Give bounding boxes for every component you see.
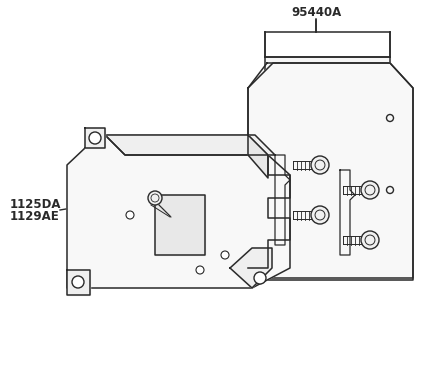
Circle shape <box>196 266 204 274</box>
Polygon shape <box>230 248 272 288</box>
Text: 1125DA: 1125DA <box>10 199 61 211</box>
Circle shape <box>361 231 379 249</box>
Circle shape <box>126 211 134 219</box>
Circle shape <box>311 206 329 224</box>
Circle shape <box>387 115 394 122</box>
Circle shape <box>361 181 379 199</box>
Polygon shape <box>105 135 268 155</box>
Circle shape <box>365 185 375 195</box>
Circle shape <box>89 132 101 144</box>
Polygon shape <box>100 135 275 155</box>
Polygon shape <box>265 57 390 275</box>
Circle shape <box>365 235 375 245</box>
Circle shape <box>254 272 266 284</box>
Polygon shape <box>67 270 90 295</box>
Text: 95440A: 95440A <box>291 7 341 19</box>
Circle shape <box>387 187 394 193</box>
Polygon shape <box>67 135 290 288</box>
Polygon shape <box>155 195 205 255</box>
Circle shape <box>311 156 329 174</box>
Circle shape <box>148 191 162 205</box>
Text: 1129AE: 1129AE <box>10 210 60 223</box>
Polygon shape <box>85 128 105 148</box>
Polygon shape <box>248 135 268 178</box>
Circle shape <box>72 276 84 288</box>
Circle shape <box>151 194 159 202</box>
Polygon shape <box>248 63 413 280</box>
Circle shape <box>315 210 325 220</box>
Circle shape <box>221 251 229 259</box>
Circle shape <box>315 160 325 170</box>
Polygon shape <box>248 63 413 278</box>
